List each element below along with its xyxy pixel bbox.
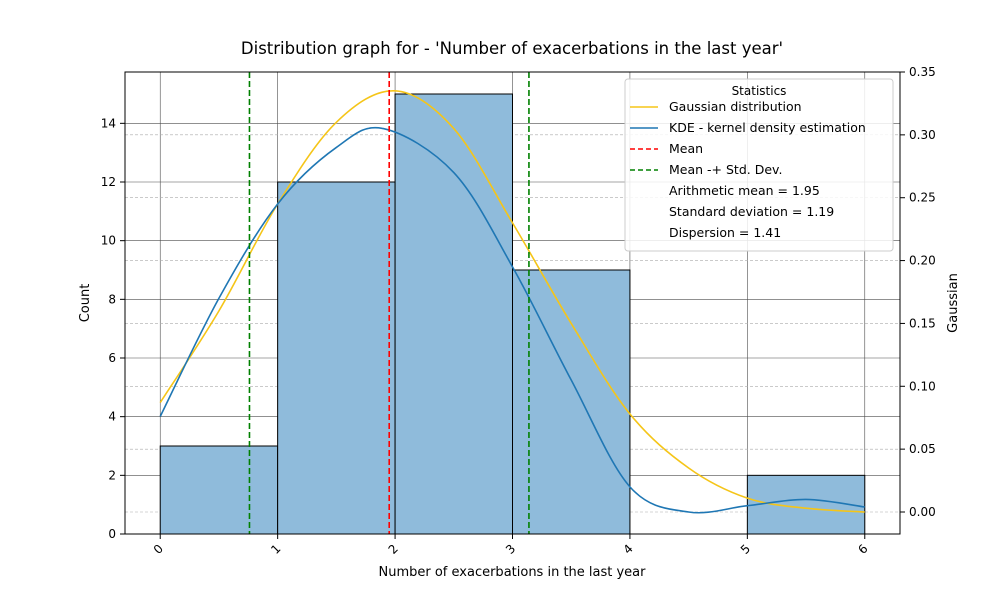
y-tick-label: 6 bbox=[108, 351, 116, 365]
y-tick-label: 10 bbox=[101, 234, 116, 248]
x-tick-label: 0 bbox=[151, 542, 166, 557]
reference-lines bbox=[248, 72, 530, 534]
histogram-bar bbox=[394, 93, 513, 535]
x-tick-label: 2 bbox=[386, 542, 401, 557]
histogram-bars bbox=[159, 93, 866, 535]
legend-title: Statistics bbox=[732, 84, 787, 98]
y-tick-label: 4 bbox=[108, 410, 116, 424]
y-tick-label: 2 bbox=[108, 468, 116, 482]
histogram-bar bbox=[159, 445, 279, 535]
y2-tick-label: 0.10 bbox=[909, 379, 936, 393]
x-tick-label: 6 bbox=[855, 542, 870, 557]
x-tick-label: 5 bbox=[738, 542, 753, 557]
legend-entry: Gaussian distribution bbox=[669, 99, 802, 114]
y-tick-label: 0 bbox=[108, 527, 116, 541]
histogram-bar bbox=[277, 181, 396, 535]
x-tick-label: 1 bbox=[268, 542, 283, 557]
y-axis-ticks: 0 2 4 6 8 10 12 14 bbox=[101, 116, 125, 541]
x-axis-ticks: 0 1 2 3 4 5 6 bbox=[151, 534, 871, 557]
histogram-bar bbox=[746, 474, 866, 535]
histogram-bar bbox=[512, 269, 631, 535]
x-tick-label: 4 bbox=[620, 542, 635, 557]
y2-tick-label: 0.00 bbox=[909, 505, 936, 519]
legend-entry: Arithmetic mean = 1.95 bbox=[669, 183, 820, 198]
y2-axis-label: Gaussian bbox=[946, 273, 961, 333]
y2-tick-label: 0.15 bbox=[909, 316, 936, 330]
kde-curve bbox=[159, 126, 865, 514]
y2-tick-label: 0.30 bbox=[909, 128, 936, 142]
legend-entry: Mean -+ Std. Dev. bbox=[669, 162, 782, 177]
gaussian-curve bbox=[159, 90, 865, 513]
y2-tick-label: 0.35 bbox=[909, 65, 936, 79]
legend-entry: KDE - kernel density estimation bbox=[669, 120, 866, 135]
legend-entry: Mean bbox=[669, 141, 703, 156]
y2-tick-label: 0.20 bbox=[909, 254, 936, 268]
y2-axis-ticks: 0.00 0.05 0.10 0.15 0.20 0.25 0.30 0.35 bbox=[900, 65, 936, 519]
y-tick-label: 8 bbox=[108, 292, 116, 306]
chart-title: Distribution graph for - 'Number of exac… bbox=[241, 39, 783, 58]
y-tick-label: 12 bbox=[101, 175, 116, 189]
y2-tick-label: 0.25 bbox=[909, 191, 936, 205]
legend-box bbox=[624, 78, 894, 252]
y-axis-label: Count bbox=[78, 284, 93, 323]
legend-entry: Dispersion = 1.41 bbox=[669, 225, 781, 240]
x-tick-label: 3 bbox=[503, 542, 518, 557]
density-curves bbox=[159, 90, 865, 514]
y-tick-label: 14 bbox=[101, 116, 116, 130]
legend-entry: Standard deviation = 1.19 bbox=[669, 204, 834, 219]
x-axis-label: Number of exacerbations in the last year bbox=[379, 565, 647, 580]
y2-tick-label: 0.05 bbox=[909, 442, 936, 456]
